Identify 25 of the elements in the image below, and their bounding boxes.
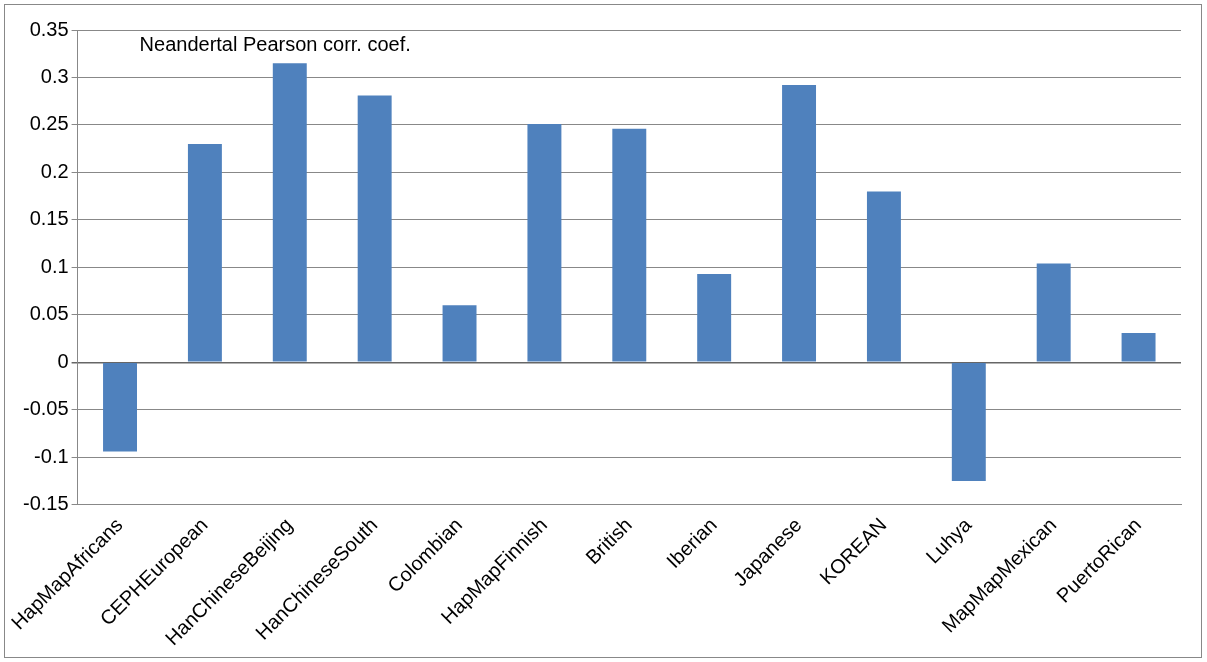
y-tick-label: -0.1: [34, 444, 69, 467]
bar: [357, 95, 392, 362]
y-tick-label: 0.15: [29, 207, 69, 230]
bar: [442, 305, 477, 362]
y-tick-label: 0.1: [40, 254, 69, 277]
chart-title: Neandertal Pearson corr. coef.: [139, 32, 411, 55]
bar: [103, 363, 137, 452]
y-tick-label: 0.3: [40, 64, 69, 87]
y-tick-label: -0.15: [22, 492, 69, 515]
bar: [697, 274, 732, 362]
bar: [187, 143, 222, 362]
bar: [951, 363, 986, 482]
bar: [1036, 263, 1071, 362]
bar: [272, 63, 307, 362]
y-tick-label: 0.25: [29, 112, 69, 135]
bar: [527, 124, 562, 362]
bar: [612, 128, 647, 362]
bar: [1121, 332, 1156, 362]
y-tick-label: 0: [57, 349, 69, 372]
y-tick-label: 0.05: [29, 302, 69, 325]
y-tick-label: 0.35: [29, 17, 69, 40]
y-tick-label: -0.05: [22, 397, 69, 420]
bar: [782, 85, 817, 362]
y-tick-label: 0.2: [40, 159, 69, 182]
bar: [866, 191, 901, 362]
